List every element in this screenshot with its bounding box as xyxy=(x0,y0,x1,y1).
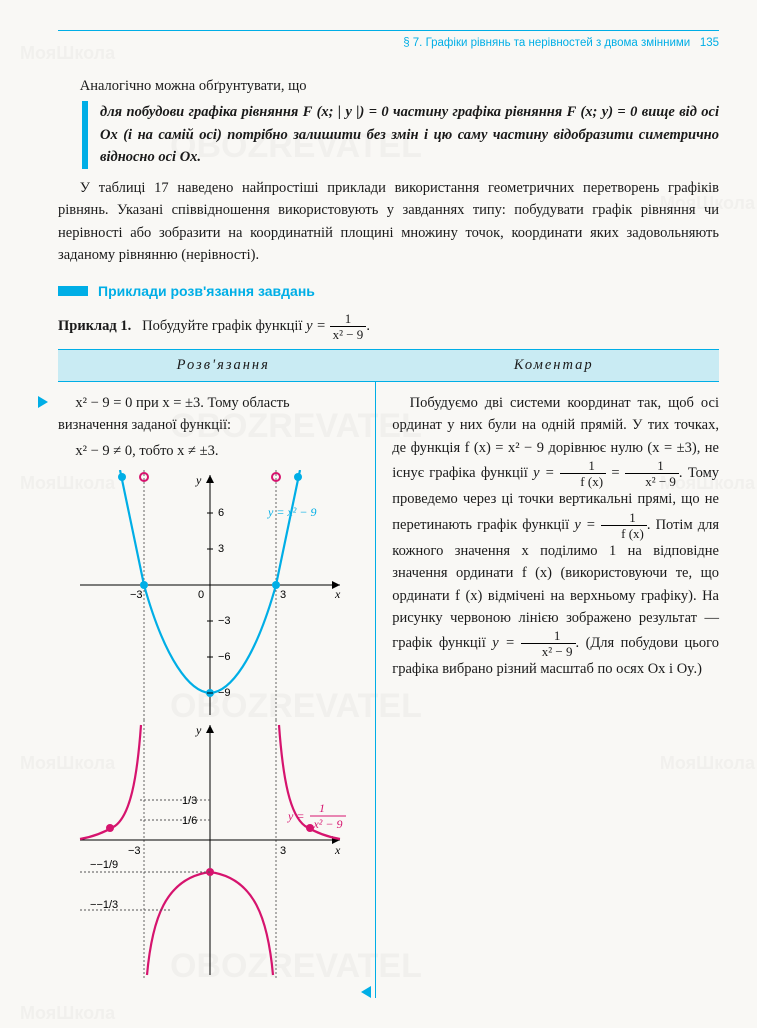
rule-bar xyxy=(82,101,88,168)
fn-label-bottom: y = 1 x² − 9 xyxy=(287,801,346,831)
example-label: Приклад 1. xyxy=(58,318,131,334)
page-number: 135 xyxy=(700,37,719,49)
ytick: 3 xyxy=(218,543,224,555)
sol-p2: x² − 9 ≠ 0, тобто x ≠ ±3. xyxy=(75,440,361,462)
ytick: 1/3 xyxy=(182,795,197,807)
graph-container: 6 3 −3 −6 −9 −3 0 3 x y y = x² − 9 xyxy=(70,470,350,980)
col-head-right: Коментар xyxy=(389,350,720,380)
rule-text: для побудови графіка рівняння F (x; | y … xyxy=(100,101,719,168)
xtick: −3 xyxy=(128,845,141,857)
fn-label-top: y = x² − 9 xyxy=(267,505,316,519)
section-title: Приклади розв'язання завдань xyxy=(98,281,315,303)
sol-p1: x² − 9 = 0 при x = ±3. Тому область визн… xyxy=(58,392,361,437)
svg-text:1: 1 xyxy=(319,801,325,815)
ytick: −6 xyxy=(218,651,231,663)
example-fn-lhs: y = xyxy=(306,318,326,334)
x-axis-label: x xyxy=(334,587,341,601)
col-head-left: Розв'язання xyxy=(58,350,389,380)
body-para: У таблиці 17 наведено найпростіші прикла… xyxy=(58,177,719,267)
ytick: 6 xyxy=(218,507,224,519)
xtick: 3 xyxy=(280,845,286,857)
section-bar xyxy=(58,286,88,296)
ytick: −−1/9 xyxy=(90,859,118,871)
y-axis-label: y xyxy=(195,723,202,737)
comm-p1: Побудуємо дві системи координат так, щоб… xyxy=(392,392,719,681)
page-container: § 7. Графіки рівнянь та нерівностей з дв… xyxy=(0,0,757,1018)
ytick: −3 xyxy=(218,615,231,627)
graph-top: 6 3 −3 −6 −9 −3 0 3 x y y = x² − 9 xyxy=(70,470,350,720)
x-axis-label: x xyxy=(334,843,341,857)
example-statement: Приклад 1. Побудуйте графік функції y = … xyxy=(58,312,719,341)
section-header: Приклади розв'язання завдань xyxy=(58,281,719,303)
column-headers: Розв'язання Коментар xyxy=(58,349,719,381)
page-header: § 7. Графіки рівнянь та нерівностей з дв… xyxy=(58,35,719,53)
y-axis-label: y xyxy=(195,473,202,487)
ytick: −9 xyxy=(218,687,231,699)
svg-text:x² − 9: x² − 9 xyxy=(312,817,342,831)
rule-block: для побудови графіка рівняння F (x; | y … xyxy=(82,101,719,168)
xtick: 3 xyxy=(280,589,286,601)
svg-text:y =: y = xyxy=(287,809,304,823)
header-rule xyxy=(58,30,719,31)
solution-column: x² − 9 = 0 при x = ±3. Тому область визн… xyxy=(58,382,375,998)
commentary-column: Побудуємо дві системи координат так, щоб… xyxy=(375,382,719,998)
xtick: 0 xyxy=(198,589,204,601)
two-column-body: x² − 9 = 0 при x = ±3. Тому область визн… xyxy=(58,382,719,998)
ytick: 1/6 xyxy=(182,815,197,827)
intro-para: Аналогічно можна обґрунтувати, що xyxy=(58,75,719,97)
end-marker-icon xyxy=(361,986,371,998)
ytick: −−1/3 xyxy=(90,899,118,911)
example-fraction: 1 x² − 9 xyxy=(330,312,367,341)
frac-num: 1 xyxy=(330,312,367,327)
example-task-post: . xyxy=(366,318,370,334)
example-task-pre: Побудуйте графік функції xyxy=(142,318,306,334)
start-marker-icon xyxy=(38,396,48,408)
xtick: −3 xyxy=(130,589,143,601)
frac-den: x² − 9 xyxy=(330,327,367,341)
graph-bottom: 1/3 1/6 −−1/9 −−1/3 −3 3 x y y = 1 x² − … xyxy=(70,720,350,980)
section-ref: § 7. Графіки рівнянь та нерівностей з дв… xyxy=(403,37,690,49)
